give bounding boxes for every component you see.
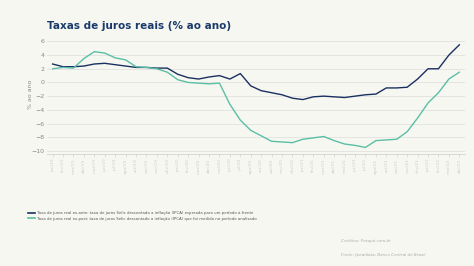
- Y-axis label: % ao ano: % ao ano: [28, 80, 33, 109]
- Legend: Taxa de juros real ex-ante: taxa de juros Selic descontado a inflação (IPCA) esp: Taxa de juros real ex-ante: taxa de juro…: [28, 211, 257, 221]
- Text: Créditos: Porquê.com.br: Créditos: Porquê.com.br: [341, 239, 391, 243]
- Text: Taxas de juros reais (% ao ano): Taxas de juros reais (% ao ano): [47, 21, 231, 31]
- Text: Fonte: Ipea/data, Banco Central do Brasil: Fonte: Ipea/data, Banco Central do Brasi…: [341, 253, 426, 257]
